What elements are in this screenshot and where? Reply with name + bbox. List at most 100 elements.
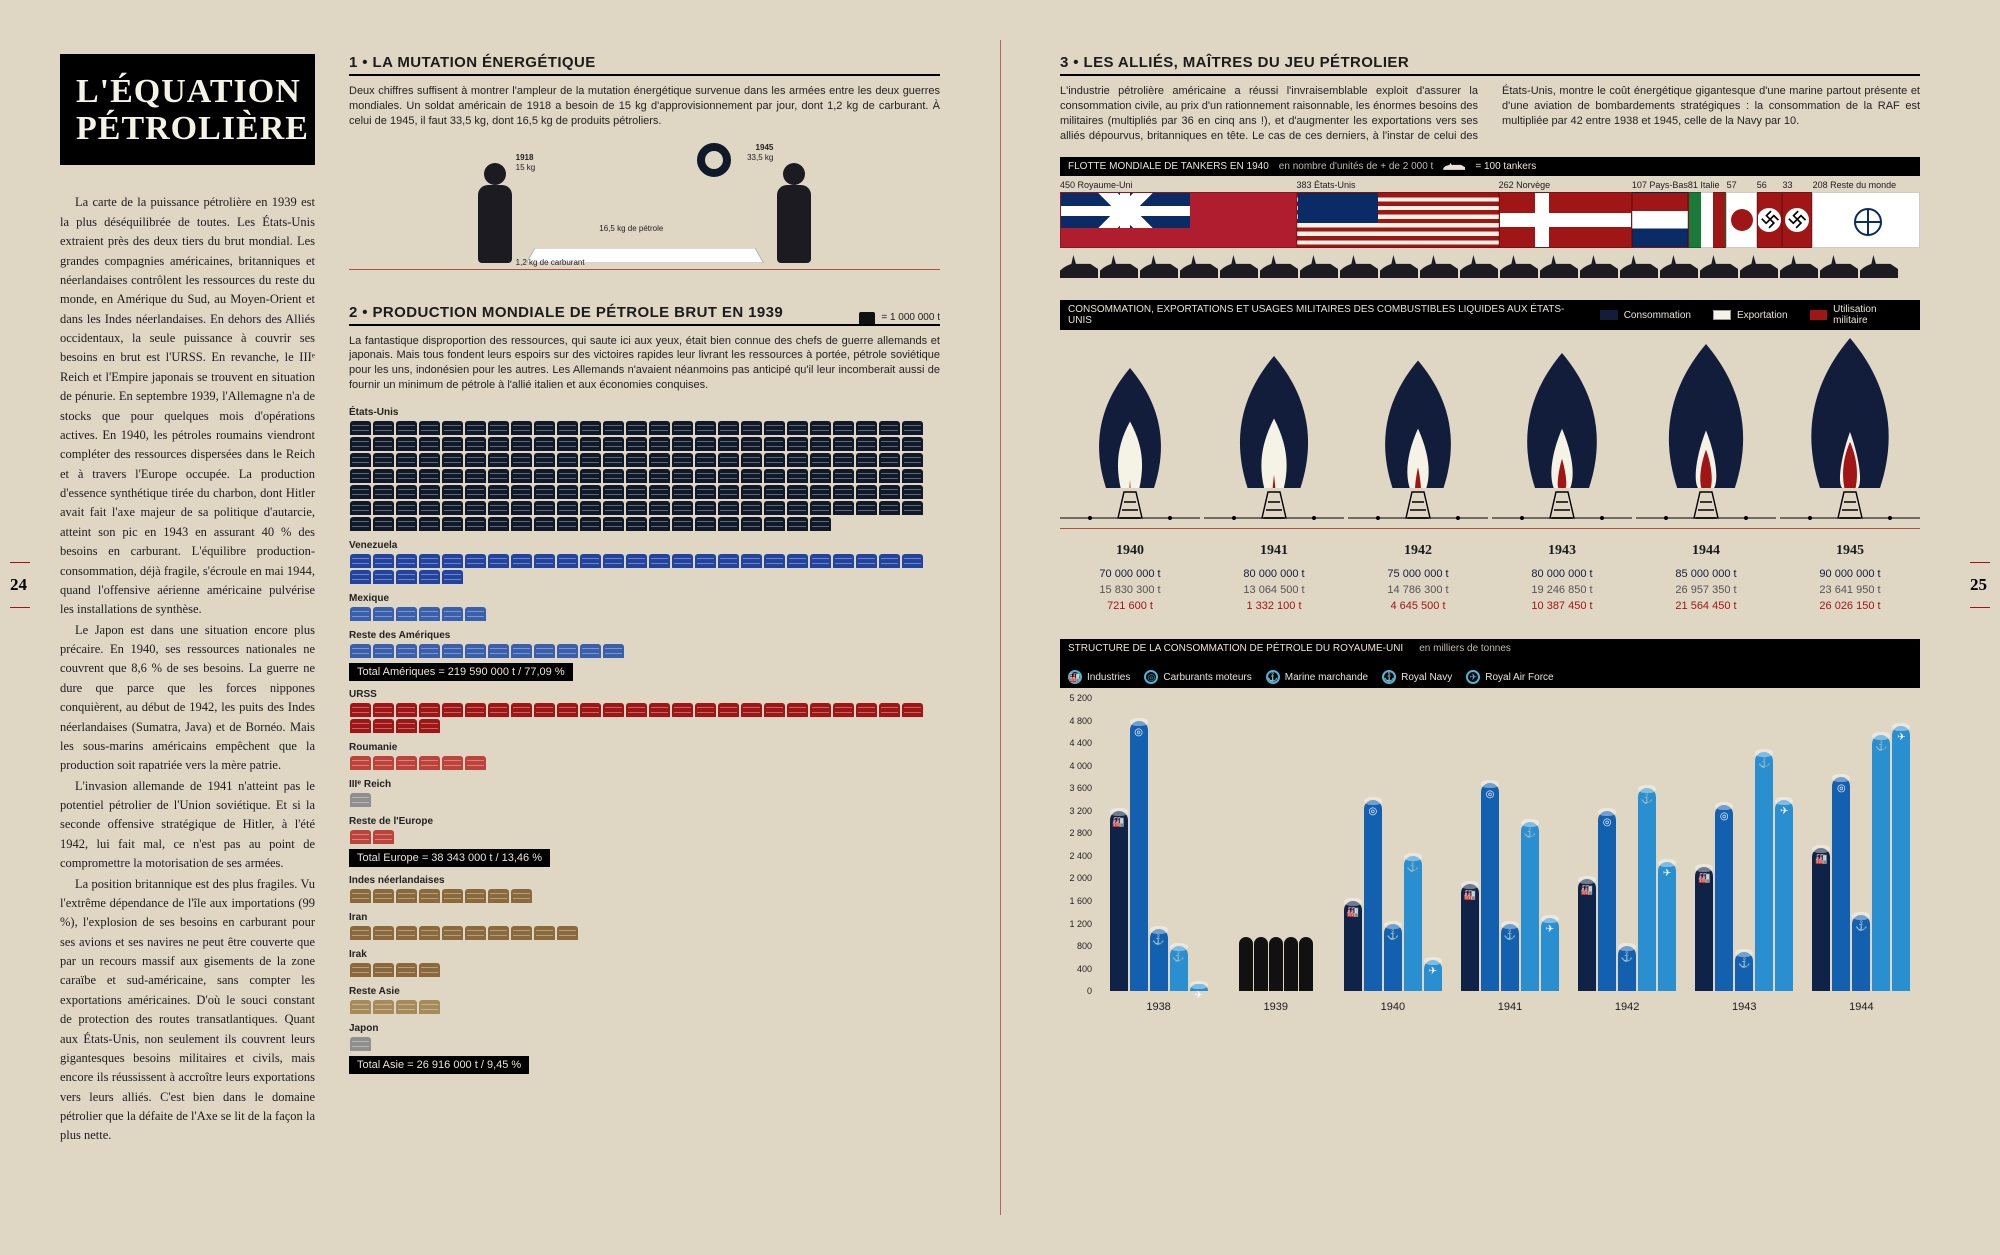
uk-bar: ⚓ [1384,924,1402,992]
barrel-icon [350,756,371,770]
barrel-icon [603,453,624,467]
barrel-icon [465,517,486,531]
barrel-icon [557,453,578,467]
uk-ytick: 1 600 [1069,896,1092,906]
label-1918-fuel: 1,2 kg de carburant [516,258,585,267]
barrel-icon [580,485,601,499]
flame-data-row: 70 000 000 t15 830 300 t721 600 t80 000 … [1060,567,1920,615]
barrel-icon [442,703,463,717]
barrel-icon [511,703,532,717]
fleet-country-label: 56 [1757,180,1783,192]
barrel-icon [465,421,486,435]
barrel-icon [626,703,647,717]
barrel-icon [557,644,578,658]
barrel-icon [695,517,716,531]
barrel-icon [534,485,555,499]
barrel-icon [465,469,486,483]
flag-us-icon [1297,192,1499,248]
fleet-band-note: en nombre d'unités de + de 2 000 t [1279,161,1434,172]
soldier-1918-icon [478,185,512,263]
barrel-icon [488,926,509,940]
barrel-icon [511,554,532,568]
uk-ytick: 3 200 [1069,806,1092,816]
tanker-silhouette-icon [1580,252,1618,278]
barrel-icon [833,421,854,435]
barrel-icon [419,517,440,531]
barrel-icon [603,501,624,515]
barrel-icon [810,517,831,531]
flame-column [1060,338,1200,522]
barrel-icon [488,644,509,658]
barrel-icon [718,437,739,451]
barrel-icon [580,437,601,451]
barrel-icon [419,421,440,435]
section-1-heading: 1 • LA MUTATION ÉNERGÉTIQUE [349,54,940,76]
tanker-silhouette-icon [1140,252,1178,278]
uk-legend-item: ⚓ Royal Navy [1382,670,1452,684]
page-left: 24 L'ÉQUATION PÉTROLIÈRE La carte de la … [0,0,1000,1195]
barrel-icon [350,703,371,717]
producer-label: URSS [349,689,940,700]
barrel-icon [603,517,624,531]
derrick-icon [1492,488,1632,522]
barrel-row [349,1036,940,1052]
flame-column [1348,338,1488,522]
tanker-silhouette-icon [1740,252,1778,278]
barrel-icon [396,437,417,451]
barrel-row [349,925,940,941]
fleet-country-label: 262 Norvège [1499,180,1632,192]
barrel-icon [787,703,808,717]
page-right: 25 3 • LES ALLIÉS, MAÎTRES DU JEU PÉTROL… [1000,0,2000,1195]
barrel-icon [649,703,670,717]
barrel-row [349,962,940,978]
derrick-icon [1348,488,1488,522]
barrel-icon [419,644,440,658]
barrel-icon [856,469,877,483]
barrel-icon [442,570,463,584]
barrel-icon [603,437,624,451]
barrel-icon [419,469,440,483]
barrel-icon [764,703,785,717]
uk-bar: ⚓ [1170,946,1188,991]
label-1945-weight: 33,5 kg [747,153,773,162]
barrel-icon [350,437,371,451]
derrick-icon [1204,488,1344,522]
barrel-icon [350,1037,371,1051]
barrel-icon [465,554,486,568]
barrel-icon [534,437,555,451]
fleet-country-label: 107 Pays-Bas [1632,180,1688,192]
barrel-icon [626,453,647,467]
barrel-icon [534,501,555,515]
barrel-icon [442,756,463,770]
barrel-icon [465,485,486,499]
barrel-icon [373,453,394,467]
barrel-icon [396,485,417,499]
barrel-icon [902,485,923,499]
flame-values: 80 000 000 t13 064 500 t1 332 100 t [1204,567,1344,615]
producer-label: Reste des Amériques [349,630,940,641]
barrel-row [349,606,940,622]
flame-icon [1070,338,1190,488]
uk-band: STRUCTURE DE LA CONSOMMATION DE PÉTROLE … [1060,639,1920,688]
uk-year-group: 🏭◎⚓⚓✈ [1803,698,1920,991]
barrel-icon [787,485,808,499]
tanker-silhouette-icon [1860,252,1898,278]
barrel-icon [672,517,693,531]
barrel-icon [902,554,923,568]
us-fuel-title: CONSOMMATION, EXPORTATIONS ET USAGES MIL… [1068,304,1578,326]
barrel-icon [902,703,923,717]
barrel-icon [373,703,394,717]
barrel-icon [741,469,762,483]
barrel-icon [787,517,808,531]
section-1-lead: Deux chiffres suffisent à montrer l'ampl… [349,84,940,129]
barrel-icon [396,421,417,435]
barrel-icon [764,485,785,499]
producer-label: Indes néerlandaises [349,875,940,886]
barrel-icon [350,644,371,658]
barrel-icon [787,469,808,483]
barrel-icon [902,469,923,483]
barrel-icon [350,501,371,515]
barrel-icon [350,719,371,733]
barrel-icon [465,644,486,658]
flame-column [1492,338,1632,522]
